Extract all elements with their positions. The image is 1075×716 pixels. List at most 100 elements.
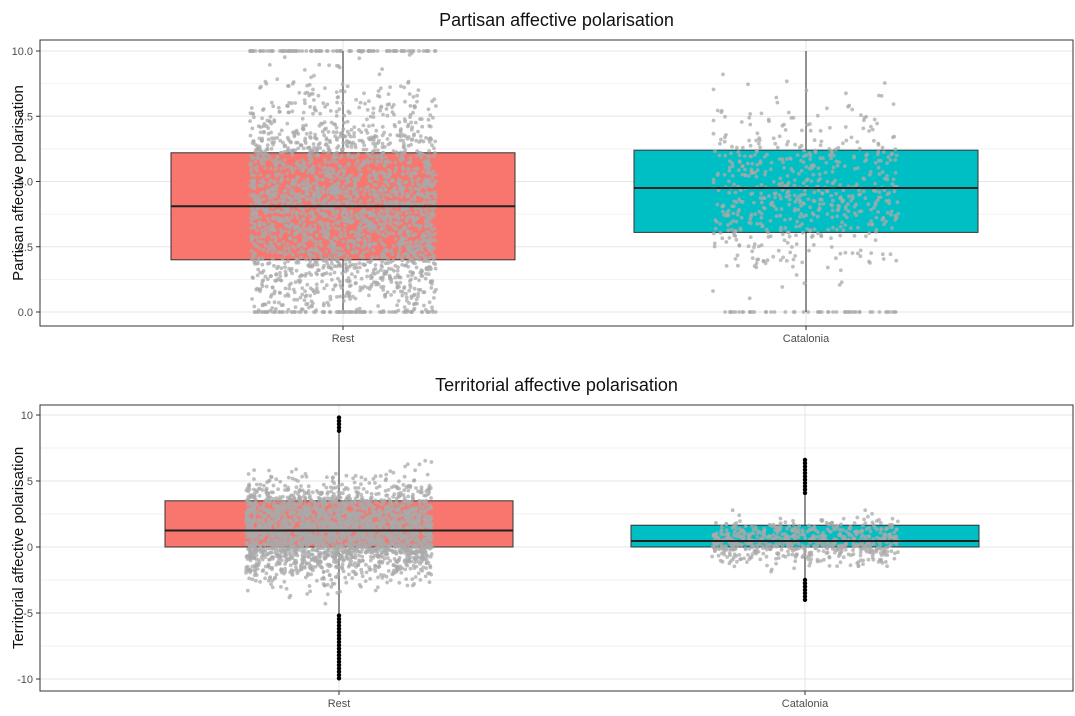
jitter-point [335,49,339,53]
jitter-point [403,100,407,104]
jitter-point [288,596,292,600]
jitter-point [832,181,836,185]
jitter-point [294,467,298,471]
jitter-point [806,310,810,314]
jitter-point [349,264,353,268]
jitter-point [398,246,402,250]
jitter-point [335,110,339,114]
jitter-point [376,49,380,53]
jitter-point [427,191,431,195]
jitter-point [894,259,898,263]
jitter-point [870,223,874,227]
jitter-point [297,184,301,188]
jitter-point [772,136,776,140]
jitter-point [353,198,357,202]
jitter-point [423,195,427,199]
jitter-point [342,215,346,219]
jitter-point [301,168,305,172]
jitter-point [407,167,411,171]
jitter-point [779,214,783,218]
jitter-point [818,198,822,202]
jitter-point [352,240,356,244]
jitter-point [372,107,376,111]
jitter-point [718,142,722,146]
jitter-point [368,214,372,218]
jitter-point [370,492,374,496]
jitter-point [366,131,370,135]
jitter-point [400,256,404,260]
jitter-point [761,225,765,229]
jitter-point [877,196,881,200]
jitter-point [800,261,804,265]
jitter-point [403,568,407,572]
jitter-point [329,310,333,314]
jitter-point [318,141,322,145]
jitter-point [272,500,276,504]
jitter-point [885,199,889,203]
jitter-point [262,131,266,135]
jitter-point [841,200,845,204]
jitter-point [799,159,803,163]
jitter-point [809,228,813,232]
jitter-point [877,166,881,170]
jitter-point [356,238,360,242]
jitter-point [420,552,424,556]
jitter-point [256,239,260,243]
jitter-point [364,563,368,567]
jitter-point [783,238,787,242]
jitter-point [262,240,266,244]
jitter-point [316,263,320,267]
jitter-point [403,120,407,124]
jitter-point [317,49,321,53]
jitter-point [287,230,291,234]
jitter-point [880,218,884,222]
jitter-point [258,216,262,220]
jitter-point [723,154,727,158]
jitter-point [372,115,376,119]
jitter-point [258,220,262,224]
jitter-point [830,215,834,219]
jitter-point [723,173,727,177]
jitter-point [280,173,284,177]
jitter-point [265,189,269,193]
jitter-point [349,211,353,215]
jitter-point [334,472,338,476]
jitter-point [341,141,345,145]
jitter-point [424,224,428,228]
jitter-point [282,162,286,166]
jitter-point [283,196,287,200]
jitter-point [270,101,274,105]
jitter-point [734,191,738,195]
jitter-point [779,197,783,201]
jitter-point [392,290,396,294]
jitter-point [392,563,396,567]
jitter-point [266,143,270,147]
jitter-point [331,187,335,191]
jitter-point [426,49,430,53]
jitter-point [413,171,417,175]
jitter-point [385,581,389,585]
jitter-point [879,159,883,163]
jitter-point [408,186,412,190]
jitter-point [333,284,337,288]
jitter-point [814,149,818,153]
jitter-point [269,115,273,119]
jitter-point [344,581,348,585]
jitter-point [795,220,799,224]
jitter-point [306,146,310,150]
jitter-point [810,219,814,223]
jitter-point [764,261,768,265]
jitter-point [318,164,322,168]
jitter-point [358,139,362,143]
jitter-point [804,165,808,169]
jitter-point [430,212,434,216]
jitter-point [401,165,405,169]
jitter-point [273,310,277,314]
jitter-point [426,201,430,205]
jitter-point [325,142,329,146]
jitter-point [283,49,287,53]
jitter-point [739,227,743,231]
jitter-point [400,202,404,206]
jitter-point [374,200,378,204]
jitter-point [716,172,720,176]
